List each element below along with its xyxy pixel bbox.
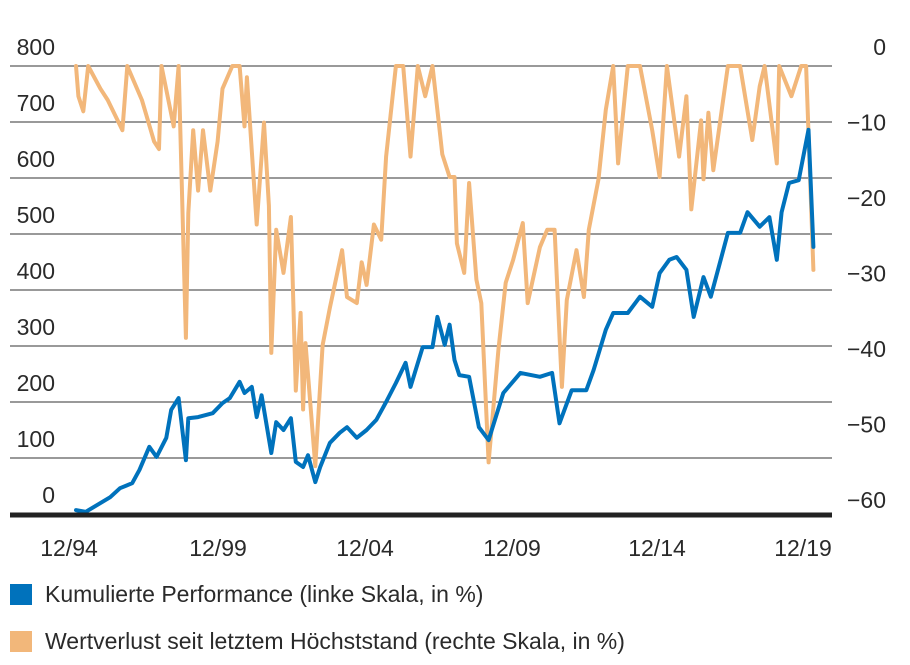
x-tick-label: 12/09 xyxy=(483,535,541,561)
series-line-drawdown xyxy=(74,64,816,469)
x-tick-label: 12/04 xyxy=(336,535,394,561)
left-axis-ticks: 0 100 200 300 400 500 600 700 800 xyxy=(17,34,55,508)
legend-item-performance: Kumulierte Performance (linke Skala, in … xyxy=(10,581,483,608)
x-tick-label: 12/94 xyxy=(40,535,98,561)
series-lines xyxy=(74,64,816,514)
left-tick-label: 100 xyxy=(17,426,55,452)
left-tick-label: 700 xyxy=(17,90,55,116)
right-tick-label: 0 xyxy=(873,34,886,60)
legend-label-drawdown: Wertverlust seit letztem Höchststand (re… xyxy=(45,628,625,654)
right-tick-label: −50 xyxy=(847,412,886,438)
left-tick-label: 0 xyxy=(42,482,55,508)
right-tick-label: −40 xyxy=(847,336,886,362)
left-tick-label: 600 xyxy=(17,146,55,172)
left-tick-label: 500 xyxy=(17,202,55,228)
x-tick-label: 12/14 xyxy=(628,535,686,561)
legend-label-performance: Kumulierte Performance (linke Skala, in … xyxy=(45,581,484,607)
left-tick-label: 400 xyxy=(17,258,55,284)
legend-swatch-drawdown xyxy=(10,631,32,652)
x-tick-label: 12/19 xyxy=(774,535,832,561)
left-tick-label: 800 xyxy=(17,34,55,60)
legend-item-drawdown: Wertverlust seit letztem Höchststand (re… xyxy=(10,628,625,655)
right-tick-label: −20 xyxy=(847,185,886,211)
left-tick-label: 200 xyxy=(17,370,55,396)
right-tick-label: −30 xyxy=(847,261,886,287)
x-tick-label: 12/99 xyxy=(189,535,247,561)
left-tick-label: 300 xyxy=(17,314,55,340)
right-tick-label: −10 xyxy=(847,110,886,136)
x-axis-ticks: 12/94 12/99 12/04 12/09 12/14 12/19 xyxy=(40,535,832,561)
chart: 0 100 200 300 400 500 600 700 800 0 −10 −20 −30 −40 −… xyxy=(10,34,886,561)
right-axis-ticks: 0 −10 −20 −30 −40 −50 −60 xyxy=(847,34,886,513)
right-tick-label: −60 xyxy=(847,487,886,513)
legend-swatch-performance xyxy=(10,584,32,605)
series-line-performance xyxy=(74,127,816,514)
